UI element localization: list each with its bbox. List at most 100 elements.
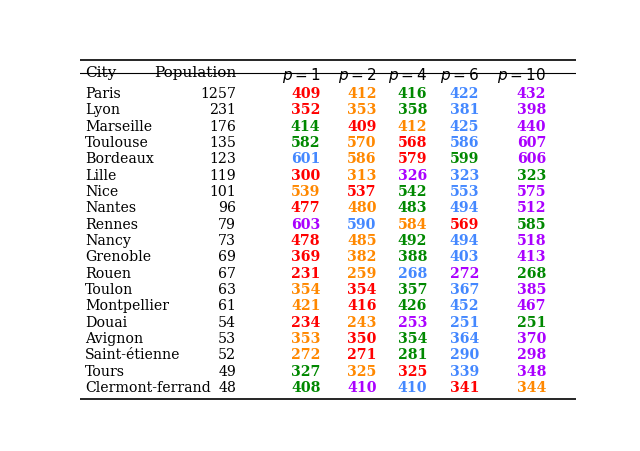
Text: Marseille: Marseille	[85, 120, 152, 134]
Text: 568: 568	[397, 136, 428, 150]
Text: 367: 367	[450, 283, 479, 297]
Text: 325: 325	[398, 364, 428, 378]
Text: Avignon: Avignon	[85, 332, 143, 346]
Text: 348: 348	[516, 364, 547, 378]
Text: 432: 432	[517, 87, 547, 101]
Text: 325: 325	[348, 364, 376, 378]
Text: 61: 61	[218, 299, 236, 313]
Text: 408: 408	[291, 381, 321, 395]
Text: 251: 251	[516, 316, 547, 330]
Text: Rennes: Rennes	[85, 218, 138, 232]
Text: 323: 323	[517, 169, 547, 183]
Text: 259: 259	[348, 267, 376, 281]
Text: 586: 586	[450, 136, 479, 150]
Text: 421: 421	[291, 299, 321, 313]
Text: Toulouse: Toulouse	[85, 136, 149, 150]
Text: 357: 357	[397, 283, 428, 297]
Text: 569: 569	[450, 218, 479, 232]
Text: 354: 354	[347, 283, 376, 297]
Text: 135: 135	[209, 136, 236, 150]
Text: 606: 606	[517, 152, 547, 166]
Text: 354: 354	[291, 283, 321, 297]
Text: Douai: Douai	[85, 316, 127, 330]
Text: Toulon: Toulon	[85, 283, 133, 297]
Text: 575: 575	[516, 185, 547, 199]
Text: 412: 412	[347, 87, 376, 101]
Text: 350: 350	[348, 332, 376, 346]
Text: City: City	[85, 66, 116, 80]
Text: 381: 381	[450, 103, 479, 117]
Text: 370: 370	[517, 332, 547, 346]
Text: 53: 53	[218, 332, 236, 346]
Text: 353: 353	[291, 332, 321, 346]
Text: 231: 231	[291, 267, 321, 281]
Text: 231: 231	[209, 103, 236, 117]
Text: Bordeaux: Bordeaux	[85, 152, 154, 166]
Text: 422: 422	[450, 87, 479, 101]
Text: 413: 413	[516, 250, 547, 264]
Text: 410: 410	[397, 381, 428, 395]
Text: 96: 96	[218, 201, 236, 216]
Text: Nancy: Nancy	[85, 234, 131, 248]
Text: 485: 485	[347, 234, 376, 248]
Text: 234: 234	[291, 316, 321, 330]
Text: 48: 48	[218, 381, 236, 395]
Text: $p=4$: $p=4$	[388, 66, 428, 85]
Text: 364: 364	[450, 332, 479, 346]
Text: 553: 553	[450, 185, 479, 199]
Text: 176: 176	[209, 120, 236, 134]
Text: 570: 570	[347, 136, 376, 150]
Text: 467: 467	[516, 299, 547, 313]
Text: 54: 54	[218, 316, 236, 330]
Text: 388: 388	[397, 250, 428, 264]
Text: 67: 67	[218, 267, 236, 281]
Text: 253: 253	[398, 316, 428, 330]
Text: 607: 607	[517, 136, 547, 150]
Text: 341: 341	[450, 381, 479, 395]
Text: 300: 300	[291, 169, 321, 183]
Text: 440: 440	[516, 120, 547, 134]
Text: 101: 101	[209, 185, 236, 199]
Text: 358: 358	[397, 103, 428, 117]
Text: $p=6$: $p=6$	[440, 66, 479, 85]
Text: 425: 425	[450, 120, 479, 134]
Text: 478: 478	[291, 234, 321, 248]
Text: Grenoble: Grenoble	[85, 250, 151, 264]
Text: 272: 272	[291, 348, 321, 362]
Text: 298: 298	[517, 348, 547, 362]
Text: 483: 483	[397, 201, 428, 216]
Text: Nice: Nice	[85, 185, 118, 199]
Text: Nantes: Nantes	[85, 201, 136, 216]
Text: Rouen: Rouen	[85, 267, 131, 281]
Text: 452: 452	[450, 299, 479, 313]
Text: 281: 281	[397, 348, 428, 362]
Text: 398: 398	[517, 103, 547, 117]
Text: 327: 327	[291, 364, 321, 378]
Text: 353: 353	[348, 103, 376, 117]
Text: 382: 382	[348, 250, 376, 264]
Text: 409: 409	[291, 87, 321, 101]
Text: Paris: Paris	[85, 87, 121, 101]
Text: 416: 416	[347, 299, 376, 313]
Text: 494: 494	[450, 201, 479, 216]
Text: 69: 69	[218, 250, 236, 264]
Text: 537: 537	[347, 185, 376, 199]
Text: 385: 385	[516, 283, 547, 297]
Text: 586: 586	[347, 152, 376, 166]
Text: 243: 243	[348, 316, 376, 330]
Text: 410: 410	[347, 381, 376, 395]
Text: Saint-étienne: Saint-étienne	[85, 348, 180, 362]
Text: 352: 352	[291, 103, 321, 117]
Text: 585: 585	[516, 218, 547, 232]
Text: 579: 579	[397, 152, 428, 166]
Text: 412: 412	[397, 120, 428, 134]
Text: 492: 492	[398, 234, 428, 248]
Text: Lyon: Lyon	[85, 103, 120, 117]
Text: 323: 323	[450, 169, 479, 183]
Text: Population: Population	[154, 66, 236, 80]
Text: 403: 403	[450, 250, 479, 264]
Text: 344: 344	[516, 381, 547, 395]
Text: 369: 369	[291, 250, 321, 264]
Text: 414: 414	[291, 120, 321, 134]
Text: 79: 79	[218, 218, 236, 232]
